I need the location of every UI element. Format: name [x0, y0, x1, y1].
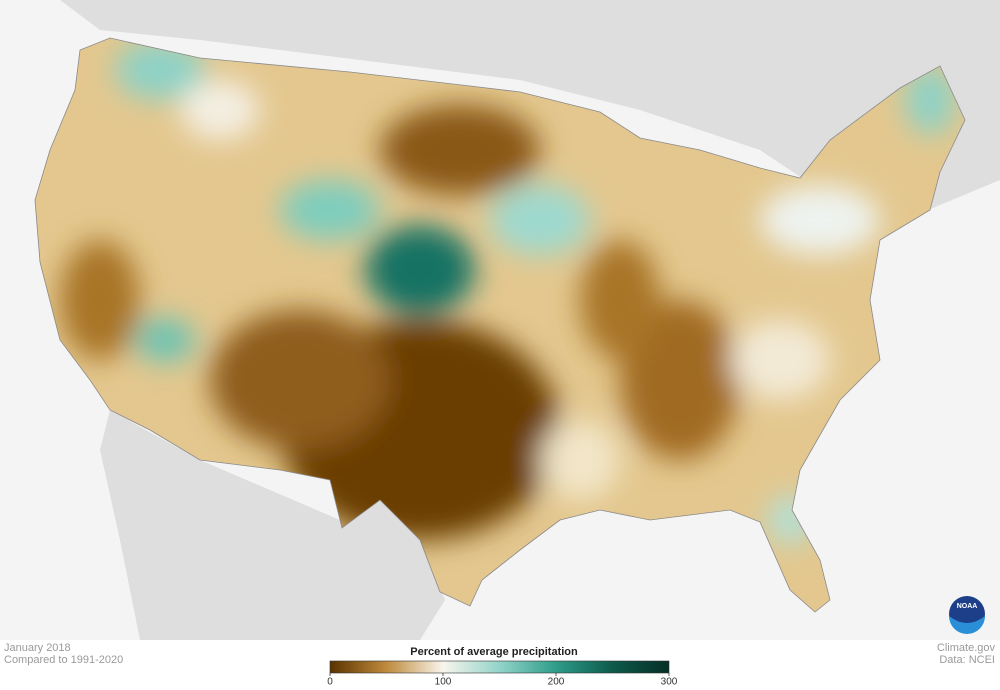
credit: Climate.gov [937, 642, 996, 654]
mexico [100, 410, 445, 640]
legend-tick-label: 300 [661, 677, 678, 688]
source: Data: NCEI [939, 654, 995, 666]
logo-text: NOAA [957, 603, 978, 610]
legend-tick-label: 100 [435, 677, 452, 688]
legend-tick-label: 0 [327, 677, 333, 688]
legend-title: Percent of average precipitation [410, 646, 578, 658]
canada [0, 0, 1000, 230]
noaa-logo: NOAA [949, 596, 985, 634]
date: January 2018 [4, 642, 71, 654]
color-bar [329, 660, 670, 674]
baseline: Compared to 1991-2020 [4, 654, 123, 666]
legend-tick-label: 200 [548, 677, 565, 688]
